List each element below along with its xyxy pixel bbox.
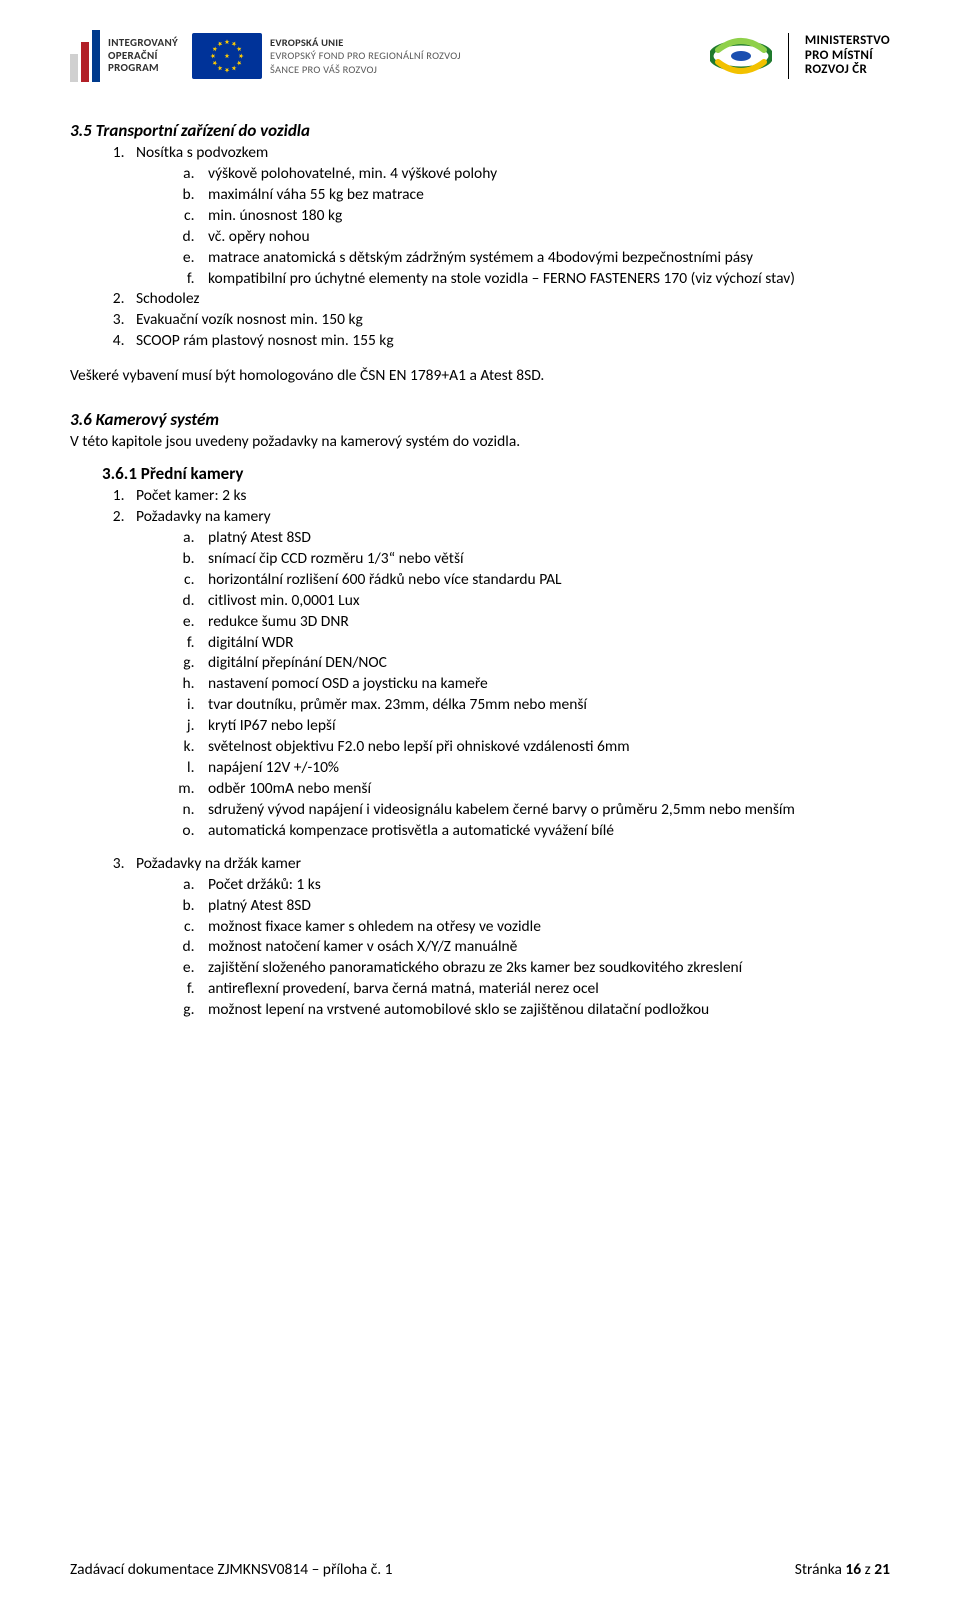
item-361-3a: Počet držáků: 1 ks bbox=[198, 875, 890, 896]
mmr-line1: MINISTERSTVO bbox=[805, 34, 890, 49]
footer-left: Zadávací dokumentace ZJMKNSV0814 – přílo… bbox=[70, 1560, 393, 1579]
eu-line3: ŠANCE PRO VÁŠ ROZVOJ bbox=[270, 63, 461, 76]
item-3-5-3: Evakuační vozík nosnost min. 150 kg bbox=[128, 310, 890, 331]
list-3-5-1-sub: výškově polohovatelné, min. 4 výškové po… bbox=[136, 164, 890, 290]
item-3-5-1c: min. únosnost 180 kg bbox=[198, 206, 890, 227]
item-361-2g: digitální přepínání DEN/NOC bbox=[198, 653, 890, 674]
item-361-2i: tvar doutníku, průměr max. 23mm, délka 7… bbox=[198, 695, 890, 716]
item-361-3e: zajištění složeného panoramatického obra… bbox=[198, 958, 890, 979]
item-361-2c: horizontální rozlišení 600 řádků nebo ví… bbox=[198, 570, 890, 591]
page: INTEGROVANÝ OPERAČNÍ PROGRAM bbox=[0, 0, 960, 1613]
list-3-5: Nosítka s podvozkem výškově polohovateln… bbox=[70, 143, 890, 352]
mmr-swoosh-icon bbox=[710, 36, 772, 76]
eu-line1: EVROPSKÁ UNIE bbox=[270, 36, 461, 49]
eu-logo: EVROPSKÁ UNIE EVROPSKÝ FOND PRO REGIONÁL… bbox=[192, 33, 461, 79]
item-3-5-1: Nosítka s podvozkem výškově polohovateln… bbox=[128, 143, 890, 289]
footer-right: Stránka 16 z 21 bbox=[795, 1560, 890, 1579]
homolog-note: Veškeré vybavení musí být homologováno d… bbox=[70, 366, 890, 387]
item-361-3: Požadavky na držák kamer Počet držáků: 1… bbox=[128, 854, 890, 1021]
section-3-6-1-title: 3.6.1 Přední kamery bbox=[102, 463, 890, 484]
eu-flag-icon bbox=[192, 33, 262, 79]
item-3-5-1e: matrace anatomická s dětským zádržným sy… bbox=[198, 248, 890, 269]
iop-line1: INTEGROVANÝ bbox=[108, 37, 178, 50]
list-3-6-1b: Požadavky na držák kamer Počet držáků: 1… bbox=[70, 854, 890, 1021]
item-361-2e: redukce šumu 3D DNR bbox=[198, 612, 890, 633]
section-3-6-title: 3.6 Kamerový systém bbox=[70, 409, 890, 430]
item-361-3g: možnost lepení na vrstvené automobilové … bbox=[198, 1000, 890, 1021]
item-361-2h: nastavení pomocí OSD a joysticku na kame… bbox=[198, 674, 890, 695]
item-3-5-1b: maximální váha 55 kg bez matrace bbox=[198, 185, 890, 206]
page-footer: Zadávací dokumentace ZJMKNSV0814 – přílo… bbox=[70, 1560, 890, 1579]
item-361-3b: platný Atest 8SD bbox=[198, 896, 890, 917]
item-361-3c: možnost fixace kamer s ohledem na otřesy… bbox=[198, 917, 890, 938]
footer-page-total: 21 bbox=[874, 1560, 890, 1579]
item-361-2l: napájení 12V +/-10% bbox=[198, 758, 890, 779]
item-3-5-1d: vč. opěry nohou bbox=[198, 227, 890, 248]
list-361-3-sub: Počet držáků: 1 ks platný Atest 8SD možn… bbox=[136, 875, 890, 1021]
iop-bars-icon bbox=[70, 30, 100, 82]
section-3-5-title: 3.5 Transportní zařízení do vozidla bbox=[70, 120, 890, 141]
item-361-2f: digitální WDR bbox=[198, 633, 890, 654]
header-logos: INTEGROVANÝ OPERAČNÍ PROGRAM bbox=[70, 30, 890, 82]
footer-page-num: 16 bbox=[845, 1560, 861, 1579]
section-3-6-intro: V této kapitole jsou uvedeny požadavky n… bbox=[70, 432, 890, 453]
item-361-2-label: Požadavky na kamery bbox=[136, 507, 271, 526]
mmr-text: MINISTERSTVO PRO MÍSTNÍ ROZVOJ ČR bbox=[805, 34, 890, 79]
mmr-logo: MINISTERSTVO PRO MÍSTNÍ ROZVOJ ČR bbox=[710, 33, 890, 79]
mmr-divider bbox=[788, 33, 789, 79]
iop-text: INTEGROVANÝ OPERAČNÍ PROGRAM bbox=[108, 37, 178, 75]
item-361-3-label: Požadavky na držák kamer bbox=[136, 854, 301, 873]
item-361-3f: antireflexní provedení, barva černá matn… bbox=[198, 979, 890, 1000]
eu-line2: EVROPSKÝ FOND PRO REGIONÁLNÍ ROZVOJ bbox=[270, 49, 461, 62]
iop-logo: INTEGROVANÝ OPERAČNÍ PROGRAM bbox=[70, 30, 178, 82]
item-361-3d: možnost natočení kamer v osách X/Y/Z man… bbox=[198, 937, 890, 958]
item-3-5-1a: výškově polohovatelné, min. 4 výškové po… bbox=[198, 164, 890, 185]
footer-right-prefix: Stránka bbox=[795, 1560, 846, 1579]
item-361-2: Požadavky na kamery platný Atest 8SD sní… bbox=[128, 507, 890, 842]
list-361-2-sub: platný Atest 8SD snímací čip CCD rozměru… bbox=[136, 528, 890, 842]
item-3-5-2: Schodolez bbox=[128, 289, 890, 310]
item-361-2m: odběr 100mA nebo menší bbox=[198, 779, 890, 800]
list-3-6-1: Počet kamer: 2 ks Požadavky na kamery pl… bbox=[70, 486, 890, 842]
item-361-2d: citlivost min. 0,0001 Lux bbox=[198, 591, 890, 612]
item-361-2o: automatická kompenzace protisvětla a aut… bbox=[198, 821, 890, 842]
item-361-2b: snímací čip CCD rozměru 1/3“ nebo větší bbox=[198, 549, 890, 570]
eu-text: EVROPSKÁ UNIE EVROPSKÝ FOND PRO REGIONÁL… bbox=[270, 36, 461, 75]
item-361-1: Počet kamer: 2 ks bbox=[128, 486, 890, 507]
mmr-line3: ROZVOJ ČR bbox=[805, 63, 890, 78]
footer-right-mid: z bbox=[861, 1560, 874, 1579]
item-3-5-4: SCOOP rám plastový nosnost min. 155 kg bbox=[128, 331, 890, 352]
item-361-2j: krytí IP67 nebo lepší bbox=[198, 716, 890, 737]
item-3-5-1f: kompatibilní pro úchytné elementy na sto… bbox=[198, 269, 890, 290]
iop-line3: PROGRAM bbox=[108, 62, 178, 75]
item-361-2n: sdružený vývod napájení i videosignálu k… bbox=[198, 800, 890, 821]
item-361-2a: platný Atest 8SD bbox=[198, 528, 890, 549]
item-3-5-1-label: Nosítka s podvozkem bbox=[136, 143, 268, 162]
item-361-2k: světelnost objektivu F2.0 nebo lepší při… bbox=[198, 737, 890, 758]
